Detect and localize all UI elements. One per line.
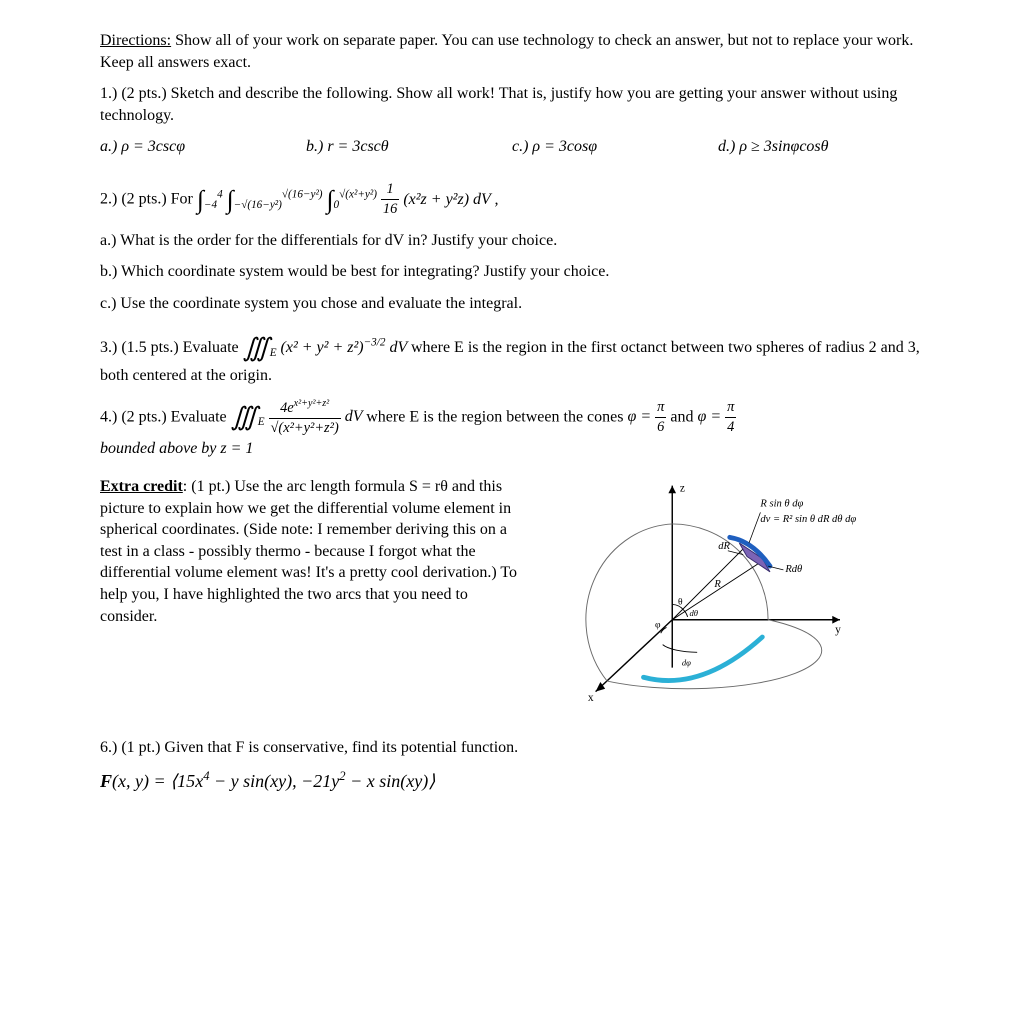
rsin-label: R sin θ dφ xyxy=(760,499,804,510)
Rdtheta-label: Rdθ xyxy=(784,564,802,575)
q4-phi2: φ = π4 xyxy=(697,408,736,425)
directions-block: Directions: Show all of your work on sep… xyxy=(100,30,924,73)
q1-b: b.) r = 3cscθ xyxy=(306,136,512,158)
dv-label: dv = R² sin θ dR dθ dφ xyxy=(761,514,857,525)
dR-label: dR xyxy=(718,541,730,552)
q1-d: d.) ρ ≥ 3sinφcosθ xyxy=(718,136,924,158)
q4-mid: where E is the region between the cones xyxy=(366,408,627,425)
q4-block: 4.) (2 pts.) Evaluate ∭E 4ex²+y²+z² √(x²… xyxy=(100,397,924,460)
q2-b: b.) Which coordinate system would be bes… xyxy=(100,261,924,283)
q6-formula: F(x, y) = ⟨15x4 − y sin(xy), −21y2 − x s… xyxy=(100,768,924,793)
q4-and: and xyxy=(670,408,697,425)
R-label: R xyxy=(714,579,722,590)
dtheta-label: dθ xyxy=(690,608,699,618)
directions-label: Directions: xyxy=(100,32,171,49)
q4-lead: 4.) (2 pts.) Evaluate xyxy=(100,408,231,425)
theta-label: θ xyxy=(678,596,683,607)
spherical-diagram: z y x θ dθ φ dφ xyxy=(541,476,924,713)
q2-integral: ∫−44 ∫−√(16−y²)√(16−y²) ∫0√(x²+y²) 116 (… xyxy=(197,191,499,208)
q2-c: c.) Use the coordinate system you chose … xyxy=(100,293,924,315)
extra-credit-text: : (1 pt.) Use the arc length formula S =… xyxy=(100,478,517,625)
q4-integral: ∭E 4ex²+y²+z² √(x²+y²+z²) dV xyxy=(231,408,367,425)
axis-y-label: y xyxy=(835,624,841,636)
q1-c: c.) ρ = 3cosφ xyxy=(512,136,718,158)
q4-tail: bounded above by z = 1 xyxy=(100,438,924,460)
q3-integral: ∭E (x² + y² + z²)−3/2 dV xyxy=(243,339,411,356)
phi-label: φ xyxy=(655,619,661,630)
q2-a: a.) What is the order for the differenti… xyxy=(100,230,924,252)
q1-a: a.) ρ = 3cscφ xyxy=(100,136,306,158)
q3-lead: 3.) (1.5 pts.) Evaluate xyxy=(100,339,243,356)
extra-credit-label: Extra credit xyxy=(100,478,183,495)
axis-z-label: z xyxy=(680,482,685,494)
axis-x-label: x xyxy=(588,692,594,704)
q2-block: 2.) (2 pts.) For ∫−44 ∫−√(16−y²)√(16−y²)… xyxy=(100,180,924,220)
directions-text: Show all of your work on separate paper.… xyxy=(100,32,913,71)
dphi-label: dφ xyxy=(682,658,691,668)
q3-block: 3.) (1.5 pts.) Evaluate ∭E (x² + y² + z²… xyxy=(100,331,924,387)
q2-lead: 2.) (2 pts.) For xyxy=(100,191,197,208)
q6-prompt: 6.) (1 pt.) Given that F is conservative… xyxy=(100,737,924,759)
q1-options: a.) ρ = 3cscφ b.) r = 3cscθ c.) ρ = 3cos… xyxy=(100,136,924,158)
q1-prompt: 1.) (2 pts.) Sketch and describe the fol… xyxy=(100,83,924,126)
extra-credit-row: Extra credit: (1 pt.) Use the arc length… xyxy=(100,476,924,713)
extra-credit-text-block: Extra credit: (1 pt.) Use the arc length… xyxy=(100,476,521,627)
q4-phi1: φ = π6 xyxy=(627,408,666,425)
